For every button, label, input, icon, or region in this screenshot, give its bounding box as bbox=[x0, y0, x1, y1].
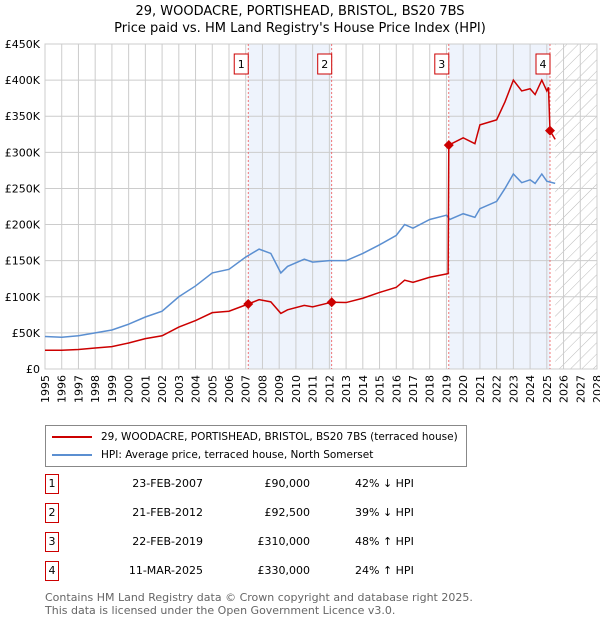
forecast-hatch bbox=[555, 44, 597, 369]
chart-subtitle: Price paid vs. HM Land Registry's House … bbox=[114, 21, 486, 36]
x-tick-label: 2011 bbox=[307, 375, 320, 403]
y-tick-label: £0 bbox=[26, 363, 40, 376]
sale-date: 23-FEB-2007 bbox=[132, 477, 203, 490]
x-tick-label: 2009 bbox=[273, 375, 286, 403]
footer-line-1: Contains HM Land Registry data © Crown c… bbox=[45, 591, 473, 604]
sale-label-box bbox=[317, 53, 333, 75]
sale-row: 2 21-FEB-2012 £92,500 39% ↓ HPI bbox=[45, 503, 425, 523]
legend-swatch bbox=[52, 454, 92, 456]
sale-label: 4 bbox=[539, 58, 546, 71]
y-tick-label: £200K bbox=[5, 219, 41, 232]
sale-label-box bbox=[535, 53, 551, 75]
sale-row: 1 23-FEB-2007 £90,000 42% ↓ HPI bbox=[45, 474, 425, 494]
sale-label-box bbox=[233, 53, 249, 75]
price-chart: 1995 1996 1997 1998 1999 2000 2001 2002 2003 2004… bbox=[5, 38, 600, 403]
x-tick-label: 2028 bbox=[591, 375, 600, 403]
legend-swatch bbox=[52, 436, 92, 438]
sale-hpi-diff: 39% ↓ HPI bbox=[355, 506, 414, 519]
sale-point bbox=[544, 125, 555, 136]
x-tick-label: 2020 bbox=[457, 375, 470, 403]
sale-price: £92,500 bbox=[264, 506, 311, 519]
sale-point bbox=[243, 299, 254, 309]
x-tick-label: 2017 bbox=[407, 375, 420, 403]
y-tick-label: £50K bbox=[12, 327, 41, 340]
sale-hpi-diff: 24% ↑ HPI bbox=[355, 564, 414, 577]
x-tick-label: 2025 bbox=[541, 375, 554, 403]
sale-number-badge: 4 bbox=[45, 561, 59, 581]
y-tick-label: £350K bbox=[5, 110, 41, 123]
x-tick-label: 2026 bbox=[558, 375, 571, 403]
x-tick-label: 2007 bbox=[240, 375, 253, 403]
x-tick-label: 2024 bbox=[524, 375, 537, 403]
shaded-range bbox=[248, 44, 332, 369]
x-tick-label: 2014 bbox=[357, 375, 370, 403]
hpi-line bbox=[44, 172, 556, 338]
sale-hpi-diff: 42% ↓ HPI bbox=[355, 477, 414, 490]
x-tick-label: 1999 bbox=[106, 375, 119, 403]
x-tick-label: 2023 bbox=[507, 375, 520, 403]
x-tick-label: 2015 bbox=[374, 375, 387, 403]
x-tick-label: 1995 bbox=[39, 375, 52, 403]
x-tick-label: 2006 bbox=[223, 375, 236, 403]
sale-label: 2 bbox=[321, 58, 328, 71]
sale-price: £330,000 bbox=[257, 564, 311, 577]
legend: 29, WOODACRE, PORTISHEAD, BRISTOL, BS20 … bbox=[45, 425, 467, 467]
sale-number-badge: 1 bbox=[45, 474, 59, 494]
legend-item-property: 29, WOODACRE, PORTISHEAD, BRISTOL, BS20 … bbox=[52, 430, 458, 444]
x-tick-label: 2016 bbox=[390, 375, 403, 403]
y-tick-label: £300K bbox=[5, 146, 41, 159]
y-tick-label: £100K bbox=[5, 291, 41, 304]
x-tick-label: 1996 bbox=[56, 375, 69, 403]
sale-date: 11-MAR-2025 bbox=[128, 564, 203, 577]
x-tick-label: 2008 bbox=[256, 375, 269, 403]
x-tick-label: 2027 bbox=[574, 375, 587, 403]
plot-frame bbox=[44, 43, 598, 370]
x-tick-label: 2018 bbox=[424, 375, 437, 403]
sale-row: 4 11-MAR-2025 £330,000 24% ↑ HPI bbox=[45, 561, 425, 581]
sale-price: £310,000 bbox=[257, 535, 311, 548]
sale-number-badge: 2 bbox=[45, 503, 59, 523]
x-tick-label: 2019 bbox=[440, 375, 453, 403]
x-tick-label: 2000 bbox=[123, 375, 136, 403]
legend-label: HPI: Average price, terraced house, Nort… bbox=[101, 449, 374, 461]
x-tick-label: 2013 bbox=[340, 375, 353, 403]
footer-line-2: This data is licensed under the Open Gov… bbox=[45, 604, 396, 617]
y-tick-label: £400K bbox=[5, 74, 41, 87]
shaded-range bbox=[448, 44, 550, 369]
x-tick-label: 2002 bbox=[156, 375, 169, 403]
legend-label: 29, WOODACRE, PORTISHEAD, BRISTOL, BS20 … bbox=[101, 431, 458, 443]
y-tick-label: £450K bbox=[5, 38, 41, 51]
x-tick-label: 1997 bbox=[72, 375, 85, 403]
x-tick-label: 1998 bbox=[89, 375, 102, 403]
x-tick-label: 2005 bbox=[206, 375, 219, 403]
x-tick-label: 2022 bbox=[491, 375, 504, 403]
sale-number-badge: 3 bbox=[45, 532, 59, 552]
y-tick-label: £150K bbox=[5, 255, 41, 268]
sale-date: 21-FEB-2012 bbox=[132, 506, 203, 519]
x-tick-label: 2003 bbox=[173, 375, 186, 403]
sale-label: 3 bbox=[438, 58, 445, 71]
sale-point bbox=[326, 297, 337, 308]
x-tick-label: 2021 bbox=[474, 375, 487, 403]
sale-price: £90,000 bbox=[264, 477, 311, 490]
x-tick-label: 2012 bbox=[323, 375, 336, 403]
property-price-line bbox=[45, 78, 556, 351]
chart-title: 29, WOODACRE, PORTISHEAD, BRISTOL, BS20 … bbox=[135, 4, 465, 19]
sale-hpi-diff: 48% ↑ HPI bbox=[355, 535, 414, 548]
sale-label-box bbox=[434, 53, 450, 75]
legend-item-hpi: HPI: Average price, terraced house, Nort… bbox=[52, 448, 373, 462]
sale-point bbox=[443, 140, 454, 151]
x-tick-label: 2001 bbox=[139, 375, 152, 403]
x-tick-label: 2004 bbox=[190, 375, 203, 403]
sale-label: 1 bbox=[238, 58, 245, 71]
x-tick-label: 2010 bbox=[290, 375, 303, 403]
y-tick-label: £250K bbox=[5, 182, 41, 195]
sale-row: 3 22-FEB-2019 £310,000 48% ↑ HPI bbox=[45, 532, 425, 552]
sale-date: 22-FEB-2019 bbox=[132, 535, 203, 548]
